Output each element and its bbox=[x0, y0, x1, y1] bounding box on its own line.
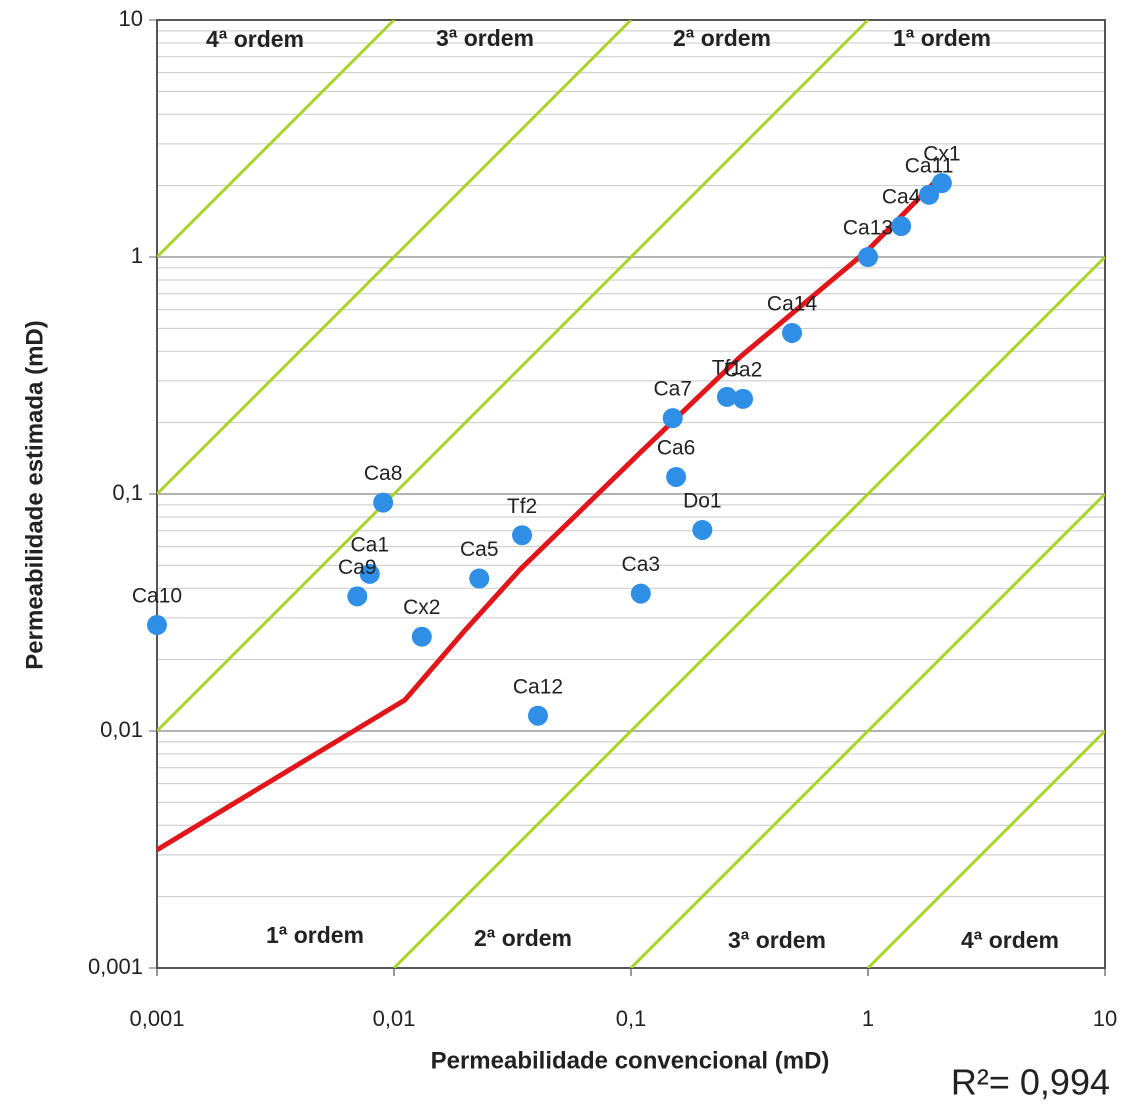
point-label: Ca10 bbox=[132, 585, 182, 608]
point-label: Ca14 bbox=[767, 293, 818, 316]
data-point bbox=[512, 525, 533, 546]
point-label: Ca4 bbox=[882, 186, 921, 209]
y-tick-label: 1 bbox=[131, 243, 143, 268]
data-point bbox=[919, 184, 940, 205]
data-point bbox=[666, 466, 687, 487]
point-label: Ca2 bbox=[724, 358, 763, 381]
order-label: 1ª ordem bbox=[893, 25, 991, 51]
data-point bbox=[662, 408, 683, 429]
order-label: 2ª ordem bbox=[673, 25, 771, 51]
order-label: 4ª ordem bbox=[206, 26, 304, 52]
data-point bbox=[359, 563, 380, 584]
y-tick-label: 10 bbox=[119, 6, 143, 31]
point-label: Ca8 bbox=[364, 462, 403, 485]
data-point bbox=[716, 386, 737, 407]
guide-line bbox=[392, 255, 1105, 968]
point-label: Ca11 bbox=[905, 154, 954, 177]
point-label: Ca3 bbox=[622, 553, 661, 576]
point-label: Tf1 bbox=[712, 356, 742, 379]
data-point bbox=[931, 173, 952, 194]
order-label: 3ª ordem bbox=[436, 25, 534, 51]
x-axis-label: Permeabilidade convencional (mD) bbox=[431, 1047, 830, 1074]
data-point bbox=[347, 586, 368, 607]
point-label: Ca5 bbox=[460, 538, 499, 561]
guide-line bbox=[866, 729, 1105, 968]
x-tick-label: 1 bbox=[862, 1006, 874, 1031]
x-tick-label: 0,01 bbox=[373, 1006, 416, 1031]
data-point bbox=[858, 247, 878, 267]
point-label: Tf2 bbox=[507, 495, 537, 518]
order-label: 2ª ordem bbox=[474, 925, 572, 951]
data-point bbox=[630, 583, 651, 604]
guide-line bbox=[157, 20, 396, 259]
y-axis-label: Permeabilidade estimada (mD) bbox=[21, 320, 48, 669]
data-point bbox=[891, 216, 912, 237]
point-label: Cx1 bbox=[923, 143, 960, 166]
data-point bbox=[411, 626, 432, 647]
point-label: Ca13 bbox=[843, 217, 893, 240]
point-label: Cx2 bbox=[403, 596, 440, 619]
data-point bbox=[733, 388, 754, 409]
point-label: Ca7 bbox=[653, 378, 692, 401]
data-point bbox=[782, 322, 803, 343]
order-label: 3ª ordem bbox=[728, 927, 826, 953]
data-point bbox=[527, 705, 548, 726]
data-point bbox=[469, 568, 490, 589]
fit-line bbox=[155, 173, 944, 853]
r-squared: R²= 0,994 bbox=[951, 1062, 1110, 1103]
y-tick-label: 0,001 bbox=[88, 954, 143, 979]
point-label: Ca12 bbox=[513, 675, 563, 698]
point-label: Ca1 bbox=[350, 533, 389, 556]
point-label: Ca6 bbox=[657, 437, 696, 460]
x-tick-label: 0,1 bbox=[616, 1006, 647, 1031]
order-label: 4ª ordem bbox=[961, 927, 1059, 953]
data-point bbox=[147, 615, 167, 636]
point-label: Ca9 bbox=[338, 556, 377, 579]
guide-line bbox=[629, 492, 1105, 968]
guide-line bbox=[157, 20, 633, 496]
y-tick-label: 0,1 bbox=[112, 480, 143, 505]
y-tick-label: 0,01 bbox=[100, 717, 143, 742]
x-tick-label: 0,001 bbox=[129, 1006, 184, 1031]
data-point bbox=[692, 519, 713, 540]
point-label: Do1 bbox=[683, 490, 722, 513]
order-label: 1ª ordem bbox=[266, 922, 364, 948]
data-point bbox=[373, 492, 394, 513]
x-tick-label: 10 bbox=[1093, 1006, 1117, 1031]
guide-line bbox=[157, 20, 870, 733]
